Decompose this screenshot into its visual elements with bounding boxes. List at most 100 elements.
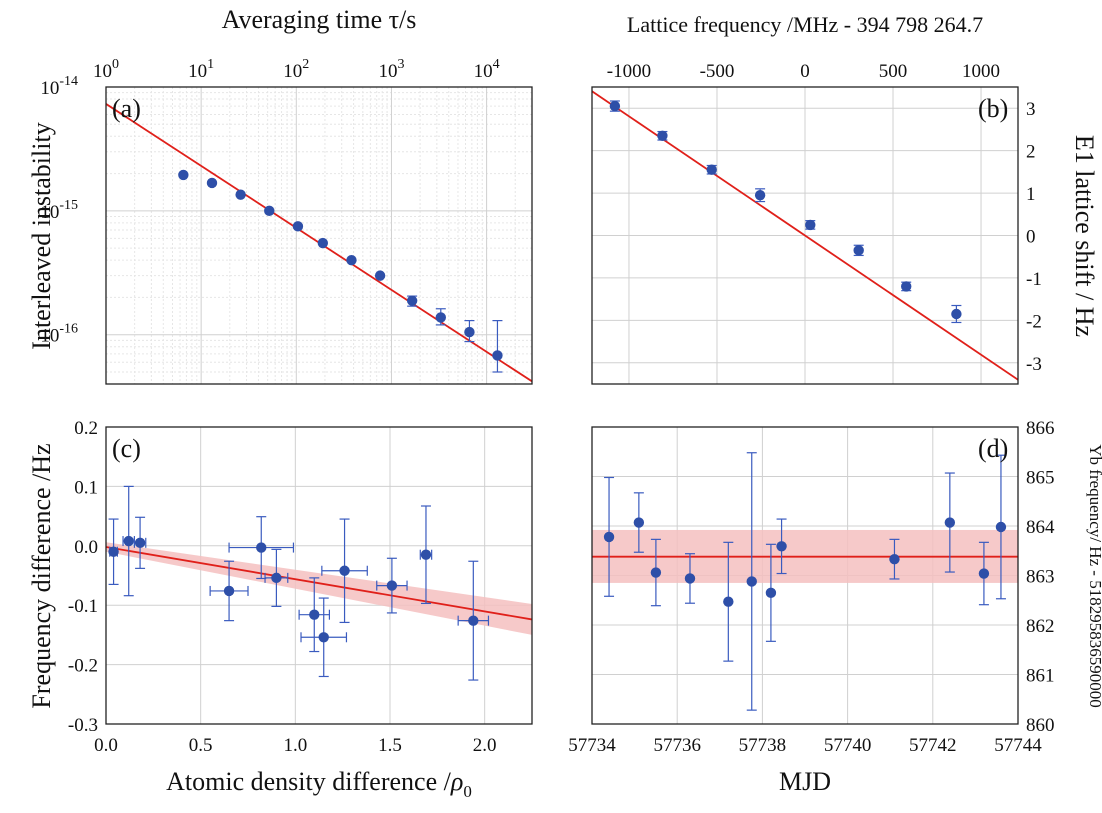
data-point: [317, 237, 329, 249]
data-point: [134, 537, 146, 549]
panel-d-ylabel: Yb frequency/ Hz - 518295836590000: [1086, 444, 1102, 707]
x-tick-label: 1.0: [283, 735, 307, 756]
panel-c-grid: [106, 427, 532, 724]
y-tick-label: 863: [1026, 567, 1055, 588]
data-point: [108, 546, 119, 557]
panel-a-xlabel: Averaging time τ/s: [222, 5, 417, 34]
x-tick-label: 1000: [962, 61, 1000, 82]
panel-b-letter: (b): [978, 94, 1008, 123]
data-point: [633, 517, 645, 528]
panel-c-points: [108, 485, 490, 681]
data-point: [889, 553, 900, 565]
panel-a-frame: [105, 86, 533, 385]
data-point: [944, 517, 956, 528]
y-tick-label: 862: [1026, 616, 1055, 637]
data-point: [765, 587, 777, 599]
data-point: [292, 221, 304, 232]
y-tick-label: 10-15: [40, 198, 78, 223]
fit-line: [106, 546, 532, 621]
data-point: [901, 281, 912, 292]
y-tick-label: 2: [1026, 142, 1036, 163]
y-tick-label: 10-16: [40, 322, 78, 347]
y-tick-label: -0.3: [68, 715, 98, 736]
data-point: [346, 254, 357, 266]
data-point: [951, 308, 962, 320]
y-tick-label: -1: [1026, 269, 1042, 290]
x-tick-label: 0: [800, 61, 810, 82]
panel-b-ticks: -1000 -500 0 500 1000 -3 -2 -1 0 1 2 3: [607, 61, 1042, 375]
panel-a-points: [178, 169, 503, 373]
panel-c-xlabel: Atomic density difference /ρ0: [166, 767, 472, 801]
data-point: [374, 270, 386, 281]
panel-b-frame: [591, 86, 1019, 385]
x-tick-label: 57742: [909, 735, 957, 756]
x-tick-label: -1000: [607, 61, 651, 82]
data-point: [318, 632, 329, 643]
data-point: [468, 615, 479, 626]
x-tick-label: 57736: [653, 735, 701, 756]
panel-b-points: [609, 100, 962, 324]
y-tick-label: 0.0: [74, 537, 98, 558]
y-tick-label: 1: [1026, 184, 1036, 205]
panel-b-xlabel: Lattice frequency /MHz - 394 798 264.7: [627, 12, 983, 37]
y-tick-label: 865: [1026, 468, 1055, 489]
data-point: [256, 542, 267, 553]
y-tick-label: 861: [1026, 666, 1055, 687]
panel-c-letter: (c): [112, 434, 141, 463]
data-point: [223, 585, 235, 597]
y-tick-label: -2: [1026, 311, 1042, 332]
data-point: [235, 189, 246, 200]
panel-c-frame: [105, 426, 533, 725]
panel-d-frame: [591, 426, 1019, 725]
data-point: [609, 100, 621, 112]
data-point: [754, 189, 766, 201]
x-tick-label: 102: [283, 57, 309, 82]
y-tick-label: 864: [1026, 517, 1055, 538]
data-point: [406, 295, 418, 306]
panel-c-ylabel: Frequency difference /Hz: [27, 443, 56, 708]
x-tick-label: 2.0: [473, 735, 497, 756]
data-point: [464, 326, 475, 338]
panel-a: 100 101 102 103 104 10-16 10-15 10-14 (a): [40, 57, 533, 385]
y-tick-label: 3: [1026, 99, 1036, 120]
data-point: [492, 350, 503, 361]
y-tick-label: -0.1: [68, 596, 98, 617]
data-point: [657, 130, 668, 141]
data-point: [978, 568, 990, 579]
x-tick-label: 57734: [568, 735, 616, 756]
y-tick-label: 0: [1026, 227, 1036, 248]
panel-d-points: [603, 452, 1007, 711]
data-point: [178, 169, 189, 181]
panel-c: 0.0 0.5 1.0 1.5 2.0 -0.3 -0.2 -0.1 0.0 0.1 0.2 (c): [68, 418, 533, 756]
x-tick-label: 101: [188, 57, 214, 82]
x-tick-label: 500: [879, 61, 908, 82]
data-point: [603, 531, 615, 543]
data-point: [339, 565, 350, 576]
y-tick-label: 0.1: [74, 477, 98, 498]
data-point: [435, 312, 446, 323]
y-tick-label: -0.2: [68, 656, 98, 677]
data-point: [776, 541, 787, 552]
y-tick-label: 10-14: [40, 74, 78, 99]
panel-c-fit: [106, 546, 532, 621]
panel-a-ticks: 100 101 102 103 104 10-16 10-15 10-14: [40, 57, 499, 347]
data-point: [123, 535, 134, 547]
data-point: [650, 567, 662, 578]
x-tick-label: 104: [474, 57, 500, 82]
panel-a-letter: (a): [112, 94, 141, 123]
x-tick-label: 57740: [824, 735, 872, 756]
data-point: [206, 177, 218, 189]
x-tick-label: 1.5: [378, 735, 402, 756]
panel-b: -1000 -500 0 500 1000 -3 -2 -1 0 1 2 3 (b): [591, 61, 1042, 385]
data-point: [995, 521, 1007, 533]
x-tick-label: 0.0: [94, 735, 118, 756]
data-point: [271, 572, 282, 584]
x-tick-label: 103: [378, 57, 404, 82]
data-point: [684, 573, 696, 584]
panel-d-letter: (d): [978, 434, 1008, 463]
y-tick-label: 860: [1026, 715, 1055, 736]
x-tick-label: 100: [93, 57, 119, 82]
